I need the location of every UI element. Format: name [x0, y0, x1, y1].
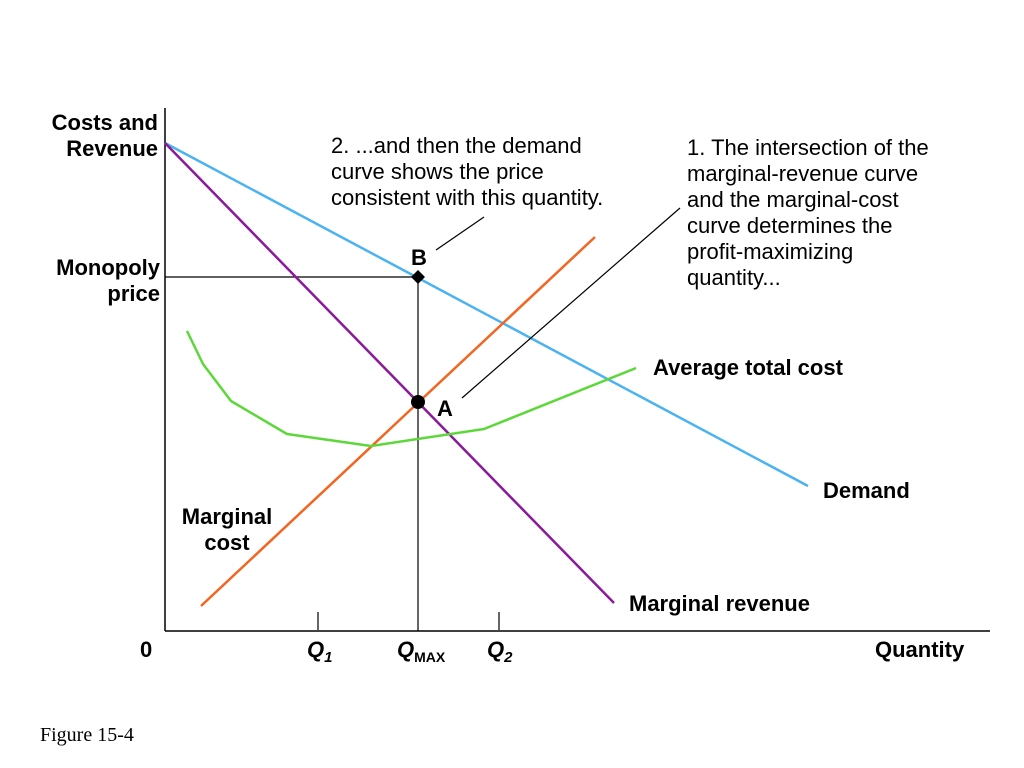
step2-annotation: 2. ...and then the demand curve shows th…	[331, 133, 603, 211]
step1-pointer	[461, 207, 681, 399]
marginal-revenue-curve	[164, 142, 615, 604]
step1-line: profit-maximizing	[687, 239, 854, 264]
marginal-cost-line2: cost	[204, 530, 250, 555]
point-a-label: A	[437, 396, 453, 421]
step2-line: consistent with this quantity.	[331, 185, 604, 210]
step1-line: curve determines the	[687, 213, 893, 238]
q1-main: Q	[307, 637, 325, 662]
y-axis-title: Costs and Revenue	[20, 110, 158, 162]
step1-line: and the marginal-cost	[687, 187, 899, 212]
step1-annotation: 1. The intersection of the marginal-reve…	[687, 135, 929, 291]
demand-label: Demand	[823, 478, 910, 503]
point-b-marker	[411, 270, 425, 284]
marginal-revenue-label: Marginal revenue	[629, 591, 810, 616]
figure-caption: Figure 15-4	[40, 724, 134, 746]
point-b-label: B	[411, 245, 427, 270]
average-total-cost-curve	[185, 330, 637, 448]
q2-label: Q2	[487, 637, 512, 671]
step1-line: 1. The intersection of the	[687, 135, 929, 160]
q1-label: Q1	[307, 637, 332, 671]
step2-line: 2. ...and then the demand	[331, 133, 582, 158]
x-axis-title: Quantity	[875, 637, 965, 662]
marginal-cost-label: Marginal cost	[168, 504, 286, 556]
marginal-cost-line1: Marginal	[181, 504, 273, 529]
step2-pointer	[435, 216, 485, 251]
monopoly-price-line2: price	[107, 281, 160, 306]
y-axis-title-line2: Revenue	[66, 136, 158, 161]
demand-curve	[164, 141, 809, 488]
q1-subscript: 1	[324, 649, 333, 666]
point-a-marker	[411, 395, 425, 409]
qmax-label: QMAX	[397, 637, 445, 670]
y-axis-title-line1: Costs and	[51, 110, 158, 135]
average-total-cost-label: Average total cost	[653, 355, 843, 380]
monopoly-price-label: Monopoly price	[20, 255, 160, 307]
step2-line: curve shows the price	[331, 159, 544, 184]
step1-line: marginal-revenue curve	[687, 161, 919, 186]
qmax-main: Q	[397, 637, 415, 662]
qmax-subscript: MAX	[414, 649, 446, 665]
monopoly-price-line1: Monopoly	[56, 255, 160, 280]
q2-subscript: 2	[504, 649, 513, 666]
step1-line: quantity...	[687, 265, 781, 290]
marginal-cost-curve	[200, 236, 596, 607]
origin-label: 0	[140, 637, 153, 662]
q2-main: Q	[487, 637, 505, 662]
